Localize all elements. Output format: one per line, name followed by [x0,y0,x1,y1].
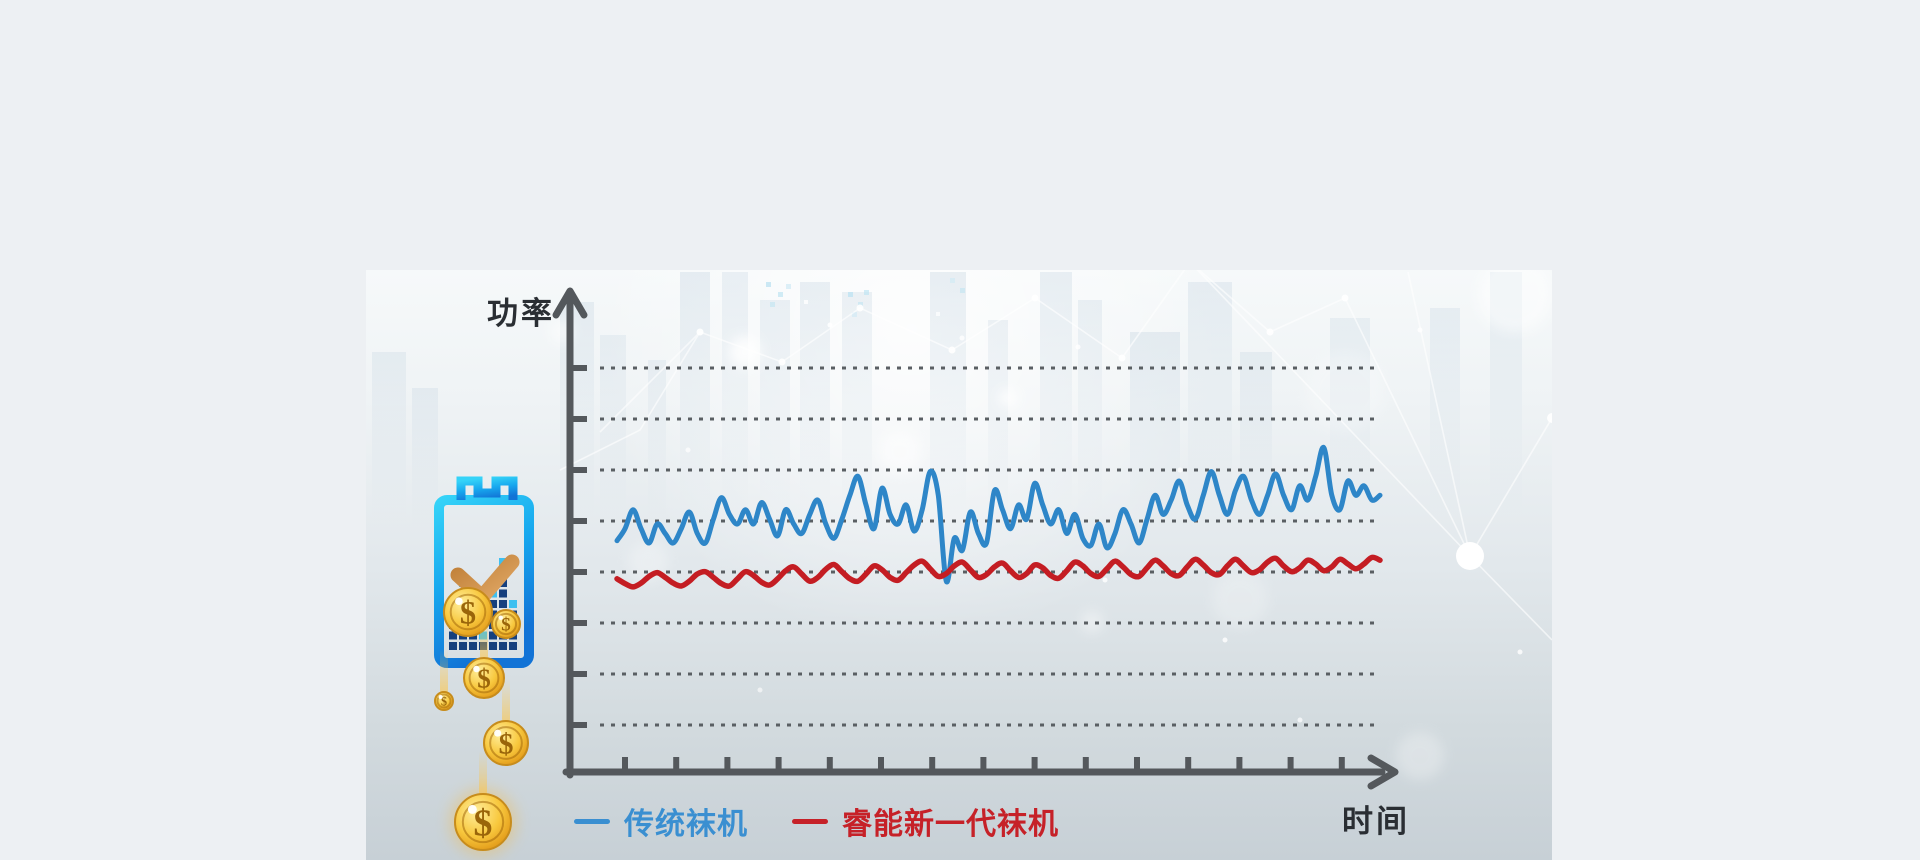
legend-item-new-gen: 睿能新一代袜机 [792,799,1059,843]
legend-swatch-new-gen [792,818,828,824]
legend-swatch-traditional [574,818,610,824]
y-axis-label: 功率 [487,296,555,331]
chart-panel [366,270,1552,860]
legend-label-new-gen: 睿能新一代袜机 [842,808,1059,841]
legend-item-traditional: 传统袜机 [574,799,748,843]
legend-label-traditional: 传统袜机 [624,808,748,841]
chart-legend: 传统袜机 睿能新一代袜机 [574,799,1059,843]
x-axis-label: 时间 [1342,804,1410,839]
panel-light-glow [366,270,1552,860]
